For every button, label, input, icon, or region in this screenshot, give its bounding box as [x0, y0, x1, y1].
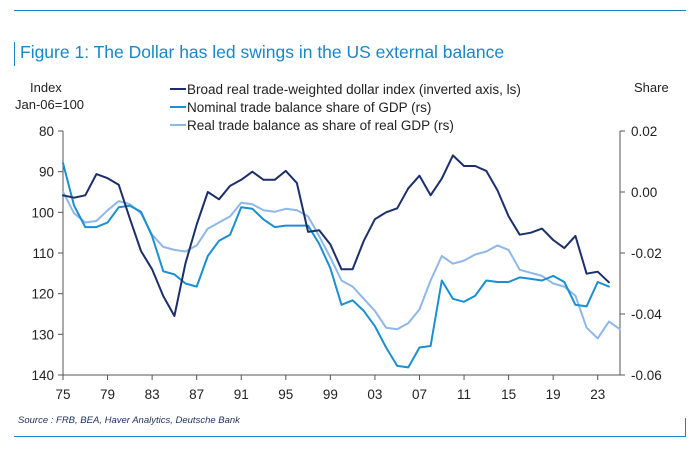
x-tick-label: 03: [367, 387, 382, 402]
x-tick-label: 91: [234, 387, 249, 402]
left-tick-label: 140: [31, 368, 54, 383]
series-line-1: [62, 154, 610, 317]
figure-title: Figure 1: The Dollar has led swings in t…: [20, 42, 505, 62]
legend: Broad real trade-weighted dollar index (…: [170, 82, 521, 133]
x-tick-label: 23: [590, 387, 605, 402]
frame-right-accent: [685, 418, 686, 436]
left-tick-label: 120: [31, 287, 54, 302]
series-line-3: [62, 191, 621, 340]
frame-bottom-border: [14, 436, 686, 437]
left-tick-label: 100: [31, 205, 54, 220]
x-tick-label: 99: [323, 387, 338, 402]
left-axis-label-line1: Index: [30, 80, 62, 95]
x-tick-label: 07: [412, 387, 427, 402]
frame-top-border: [14, 10, 686, 11]
left-axis-label-line2: Jan-06=100: [15, 97, 84, 112]
series-layer: [62, 154, 621, 369]
axes: 80 90 100 110 120 130 140 0.02 0.00 -0.02 -0.04 -0.…: [31, 124, 662, 402]
left-tick-label: 80: [39, 124, 54, 139]
x-tick-label: 83: [145, 387, 160, 402]
x-tick-label: 87: [189, 387, 204, 402]
x-tick-label: 11: [457, 387, 471, 402]
frame-left-accent: [14, 42, 15, 66]
x-tick-label: 75: [55, 387, 70, 402]
left-tick-label: 110: [32, 246, 54, 261]
right-tick-label: -0.06: [631, 368, 662, 383]
legend-label-1: Broad real trade-weighted dollar index (…: [187, 82, 521, 97]
x-tick-label: 95: [278, 387, 293, 402]
right-axis-label: Share: [634, 80, 669, 95]
legend-label-2: Nominal trade balance share of GDP (rs): [187, 100, 431, 115]
right-tick-label: -0.04: [631, 307, 662, 322]
right-tick-label: -0.02: [631, 246, 662, 261]
left-tick-label: 130: [31, 327, 54, 342]
left-tick-label: 90: [39, 165, 54, 180]
x-tick-label: 15: [501, 387, 516, 402]
source-note: Source : FRB, BEA, Haver Analytics, Deut…: [18, 415, 240, 426]
right-tick-label: 0.00: [631, 185, 657, 200]
x-tick-label: 19: [546, 387, 561, 402]
series-line-2: [62, 162, 610, 369]
x-tick-label: 79: [100, 387, 115, 402]
right-tick-label: 0.02: [631, 124, 657, 139]
legend-label-3: Real trade balance as share of real GDP …: [187, 118, 454, 133]
